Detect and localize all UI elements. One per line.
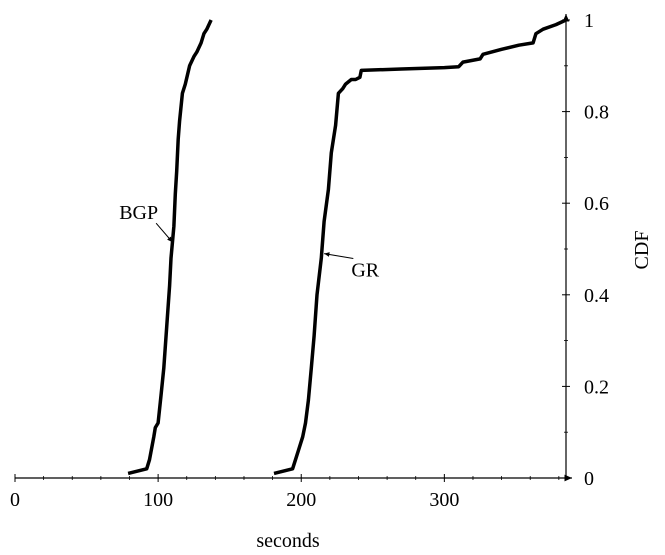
x-axis-label: seconds [256, 530, 320, 552]
y-axis-label: CDF [631, 231, 653, 270]
annotation-layer: BGP GR [119, 202, 380, 281]
x-tick-label-3: 300 [429, 489, 459, 511]
series-line-bgp [127, 19, 213, 476]
y-tick-label-5: 1 [584, 10, 594, 32]
y-tick-label-0: 0 [584, 468, 594, 490]
series-line-gr [273, 18, 567, 476]
x-tick-label-2: 200 [286, 489, 316, 511]
annotation-arrow-bgp [155, 222, 173, 243]
y-tick-label-4: 0.8 [584, 102, 609, 124]
x-tick-label-0: 0 [10, 489, 20, 511]
axes: 0 100 200 300 0 0.2 0.4 0.6 0.8 1 [10, 10, 609, 511]
y-tick-label-3: 0.6 [584, 193, 609, 215]
series-layer [127, 18, 567, 476]
x-tick-label-1: 100 [143, 489, 173, 511]
annotation-label-bgp: BGP [119, 202, 158, 224]
y-tick-label-2: 0.4 [584, 285, 609, 307]
annotation-label-gr: GR [351, 259, 379, 281]
annotation-arrow-gr [324, 252, 354, 259]
y-tick-label-1: 0.2 [584, 376, 609, 398]
